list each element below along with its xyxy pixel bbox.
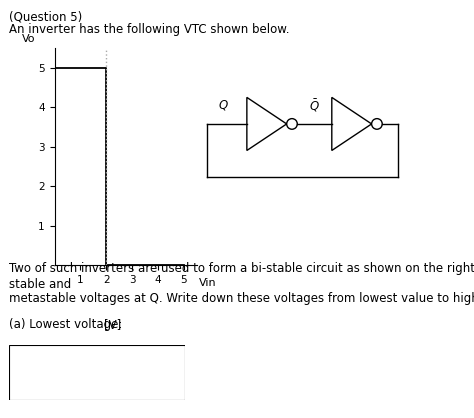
X-axis label: Vin: Vin xyxy=(199,278,217,288)
Text: metastable voltages at Q. Write down these voltages from lowest value to highest: metastable voltages at Q. Write down the… xyxy=(9,292,474,305)
Text: [V]: [V] xyxy=(104,318,121,331)
Text: An inverter has the following VTC shown below.: An inverter has the following VTC shown … xyxy=(9,23,290,36)
Text: $\bar{Q}$: $\bar{Q}$ xyxy=(309,97,320,114)
Text: (Question 5): (Question 5) xyxy=(9,10,83,23)
Text: (a) Lowest voltage:: (a) Lowest voltage: xyxy=(9,318,123,331)
FancyBboxPatch shape xyxy=(9,345,185,400)
Y-axis label: Vo: Vo xyxy=(22,34,36,44)
Text: Two of such inverters are used to form a bi-stable circuit as shown on the right: Two of such inverters are used to form a… xyxy=(9,262,474,275)
Text: Q: Q xyxy=(219,99,228,112)
Text: stable and: stable and xyxy=(9,278,72,291)
